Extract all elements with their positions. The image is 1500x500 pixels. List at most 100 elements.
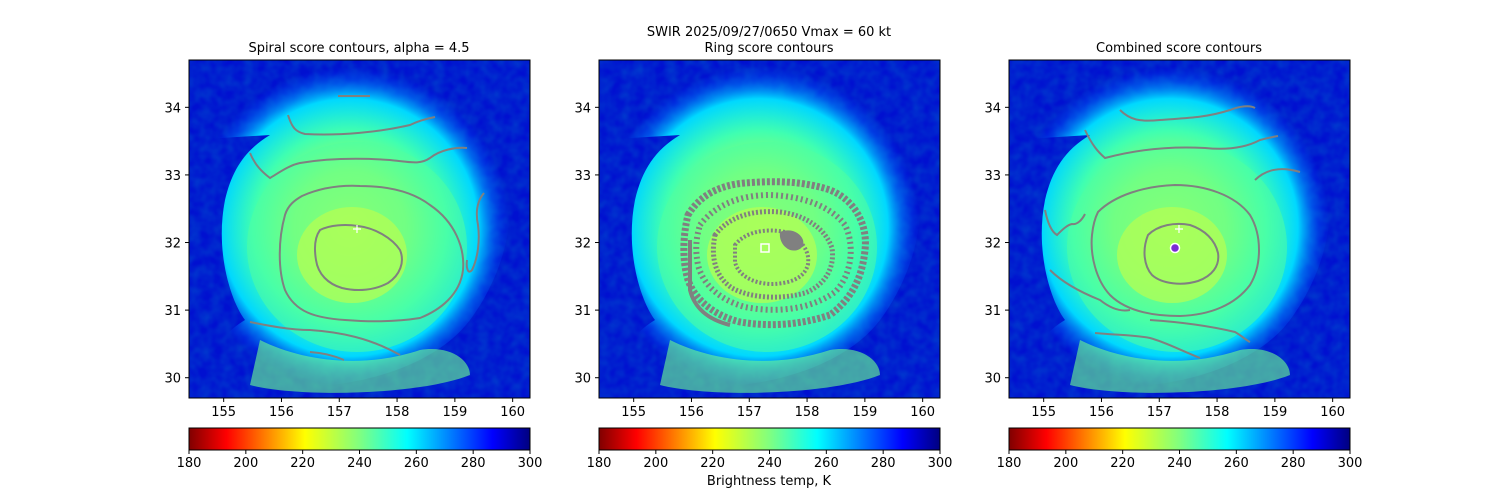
square-marker [760, 243, 770, 253]
x-axis: 155 156 157 158 159 160 [1031, 398, 1345, 420]
storm-eye-region [1117, 207, 1227, 303]
colorbar-tick-label: 240 [1167, 456, 1192, 471]
storm-eye-region [297, 207, 407, 303]
colorbar-tick-label: 200 [233, 456, 258, 471]
markers [353, 225, 361, 233]
x-tick-label: 156 [269, 405, 294, 420]
plus-marker [353, 225, 361, 233]
axes-frame [1008, 59, 1351, 399]
suptitle: SWIR 2025/09/27/0650 Vmax = 60 kt [647, 25, 891, 40]
colorbar [598, 427, 941, 451]
panel-ring: Ring score contours 155 156 157 158 159 160 3… [574, 41, 952, 471]
colorbar-tick-label: 200 [1053, 456, 1078, 471]
colorbar-tick-label: 220 [1110, 456, 1135, 471]
colorbar-ticks: 180 200 220 240 260 280 300 [177, 450, 543, 471]
y-tick-label: 32 [164, 237, 181, 252]
axes-frame [188, 59, 531, 399]
colorbar-ticks: 180 200 220 240 260 280 300 [997, 450, 1363, 471]
storm-eye-region [707, 207, 817, 303]
colorbar [188, 427, 531, 451]
x-tick-label: 156 [1089, 405, 1114, 420]
x-tick-label: 157 [737, 405, 762, 420]
colorbar-tick-label: 240 [347, 456, 372, 471]
x-tick-label: 159 [1262, 405, 1287, 420]
score-contours [1044, 105, 1301, 359]
colorbar-tick-label: 280 [461, 456, 486, 471]
panel-title: Combined score contours [1096, 41, 1262, 56]
y-axis: 30 31 32 33 34 [984, 101, 1009, 387]
x-axis: 155 156 157 158 159 160 [621, 398, 935, 420]
y-tick-label: 31 [164, 304, 181, 319]
colorbar-tick-label: 180 [587, 456, 612, 471]
colorbar-tick-label: 200 [643, 456, 668, 471]
axes-frame [598, 59, 941, 399]
y-tick-label: 33 [984, 169, 1001, 184]
colorbar-tick-label: 260 [814, 456, 839, 471]
x-tick-label: 159 [442, 405, 467, 420]
colorbar-tick-label: 220 [700, 456, 725, 471]
colorbar [1008, 427, 1351, 451]
colorbar-tick-label: 300 [928, 456, 953, 471]
ring-contours [779, 230, 804, 251]
x-tick-label: 155 [1031, 405, 1056, 420]
ring-contours [688, 240, 731, 327]
panel-spiral: Spiral score contours, alpha = 4.5 155 15… [164, 41, 542, 471]
colorbar-tick-label: 260 [1224, 456, 1249, 471]
colorbar-label: Brightness temp, K [707, 474, 832, 489]
markers [1169, 225, 1183, 254]
colorbar-tick-label: 180 [997, 456, 1022, 471]
score-contours [249, 95, 485, 361]
colorbar-tick-label: 280 [1281, 456, 1306, 471]
panel-title: Spiral score contours, alpha = 4.5 [248, 41, 469, 56]
y-tick-label: 32 [574, 237, 591, 252]
ring-contour-mass [680, 178, 869, 329]
panel-title: Ring score contours [704, 41, 833, 56]
colorbar-tick-label: 220 [290, 456, 315, 471]
x-tick-label: 157 [1147, 405, 1172, 420]
x-tick-label: 155 [211, 405, 236, 420]
y-tick-label: 30 [984, 372, 1001, 387]
colorbar-ticks: 180 200 220 240 260 280 300 [587, 450, 953, 471]
circle-marker [1169, 242, 1181, 254]
rainband [660, 340, 880, 393]
plus-marker [1175, 225, 1183, 233]
x-tick-label: 160 [500, 405, 525, 420]
colorbar-tick-label: 300 [518, 456, 543, 471]
ring-contours [693, 191, 854, 313]
colorbar-tick-label: 180 [177, 456, 202, 471]
rainband [1070, 340, 1290, 393]
x-tick-label: 157 [327, 405, 352, 420]
y-tick-label: 31 [984, 304, 1001, 319]
y-tick-label: 33 [574, 169, 591, 184]
colorbar-tick-label: 240 [757, 456, 782, 471]
colorbar-tick-label: 300 [1338, 456, 1363, 471]
colorbar-tick-label: 280 [871, 456, 896, 471]
x-tick-label: 158 [1205, 405, 1230, 420]
y-tick-label: 31 [574, 304, 591, 319]
y-axis: 30 31 32 33 34 [574, 101, 599, 387]
y-tick-label: 33 [164, 169, 181, 184]
satellite-image [599, 60, 940, 398]
x-tick-label: 160 [1320, 405, 1345, 420]
x-tick-label: 160 [910, 405, 935, 420]
x-tick-label: 159 [852, 405, 877, 420]
y-tick-label: 32 [984, 237, 1001, 252]
y-tick-label: 30 [164, 372, 181, 387]
markers [760, 243, 770, 253]
x-tick-label: 155 [621, 405, 646, 420]
y-tick-label: 34 [984, 101, 1001, 116]
y-tick-label: 30 [574, 372, 591, 387]
x-tick-label: 156 [679, 405, 704, 420]
y-tick-label: 34 [164, 101, 181, 116]
colorbar-tick-label: 260 [404, 456, 429, 471]
ring-contours [733, 228, 811, 287]
panel-combined: Combined score contours 155 156 157 158 159 1… [984, 41, 1362, 471]
x-tick-label: 158 [795, 405, 820, 420]
x-tick-label: 158 [385, 405, 410, 420]
y-axis: 30 31 32 33 34 [164, 101, 189, 387]
rainband [250, 340, 470, 393]
y-tick-label: 34 [574, 101, 591, 116]
x-axis: 155 156 157 158 159 160 [211, 398, 525, 420]
satellite-image [1009, 60, 1350, 398]
